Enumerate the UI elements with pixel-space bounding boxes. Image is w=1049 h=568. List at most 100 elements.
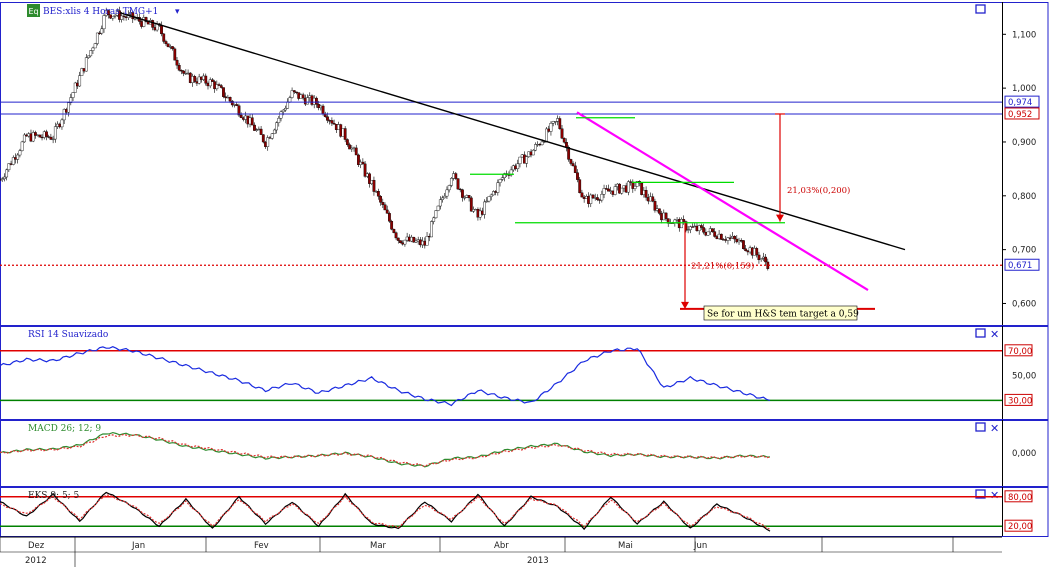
overlay-labels: Eq BES:xlis 4 Horas TMG+1 ▾ RSI 14 Suavi… [27,4,180,501]
candle-body [580,192,584,198]
candle-body [193,76,197,82]
candle-body [151,20,155,28]
candle-body [102,15,106,30]
candle-body [89,50,93,57]
candle-body [425,236,429,246]
candle-body [434,210,438,219]
candle-body [49,136,53,140]
candle-body [447,185,451,191]
candle-body [60,119,64,128]
series-line [0,494,771,530]
candle-body [113,15,117,17]
candle-body [591,194,595,199]
candle-body [443,195,447,199]
price-title[interactable]: BES:xlis 4 Horas TMG+1 [43,7,158,17]
candle-body [744,248,748,252]
y-tick-label: 1,100 [1012,30,1036,40]
candle-body [239,114,243,118]
candle-body [266,137,270,147]
candle-body [394,232,398,239]
candle-body [343,128,347,140]
candle-body [315,97,318,105]
candle-body [500,177,504,180]
candle-body [682,219,686,222]
candle-body [483,201,486,215]
candle-body [7,163,11,171]
candle-body [653,201,657,211]
candle-body [120,15,124,20]
y-tick-label: 80,00 [1008,493,1032,503]
candle-body [531,149,535,156]
candle-body [31,132,35,142]
price-pane: 21,03%(0,200) 21,21%(0,159) Se for um H&S … [0,6,1040,321]
candle-body [208,79,212,87]
candle-body [726,237,730,241]
candle-body [558,118,562,129]
candle-body [540,141,544,146]
candle-body [620,187,624,194]
candle-body [376,191,380,197]
series-line [0,346,771,407]
candle-body [757,254,761,261]
pane-frames: ✕ ✕ ✕ [0,2,1049,537]
candle-body [489,194,493,197]
x-month-label: Jun [693,541,707,551]
candle-body [228,97,232,102]
marker-upper: 0,974 [1008,98,1032,108]
candle-body [691,226,694,228]
candle-body [626,181,630,193]
candle-body [733,236,736,240]
candle-body [728,237,732,239]
candle-body [549,123,553,132]
y-tick-label: 20,00 [1008,522,1032,532]
y-tick-label: 50,00 [1012,372,1036,382]
candle-body [162,33,166,42]
candle-body [175,59,179,66]
candle-body [0,178,4,180]
candle-body [560,128,564,139]
candle-body [235,104,239,106]
candle-body [666,218,670,224]
candle-body [436,205,440,211]
candle-body [133,18,137,20]
eq-icon[interactable] [27,4,40,17]
candle-body [281,109,285,113]
candle-body [78,75,82,87]
dropdown-icon[interactable]: ▾ [175,7,180,17]
candle-body [525,156,529,164]
candle-body [5,169,9,178]
candle-body [100,28,104,34]
candle-body [498,179,502,183]
candle-body [461,189,464,198]
candle-body [160,25,163,35]
eks-title[interactable]: EKS 9; 5; 5 [28,491,80,501]
candle-body [107,10,110,15]
macd-title[interactable]: MACD 26; 12; 9 [28,424,101,434]
candle-body [71,92,75,98]
candle-body [217,84,221,86]
candle-body [45,131,48,137]
series-line [0,433,771,468]
maximize-icon [975,422,986,432]
pane-border [0,2,1049,326]
trendline-black [119,12,906,251]
candle-body [164,41,168,44]
candle-body [348,144,351,150]
candle-body [542,141,546,143]
candle-body [383,204,387,211]
candle-body [412,236,416,243]
candle-body [379,196,382,203]
rsi-title[interactable]: RSI 14 Suavizado [28,330,108,340]
drawings-group: 21,03%(0,200) 21,21%(0,159) Se for um H&S … [0,12,1040,321]
y-tick-label: 0,000 [1012,449,1036,459]
candle-body [284,108,287,111]
candle-body [719,233,723,240]
candle-body [688,226,692,230]
candle-body [142,17,146,27]
candle-body [702,227,706,233]
candle-body [0,179,2,181]
candle-body [485,200,489,203]
target-arrow-lower-head [681,301,689,309]
candle-body [469,197,473,212]
